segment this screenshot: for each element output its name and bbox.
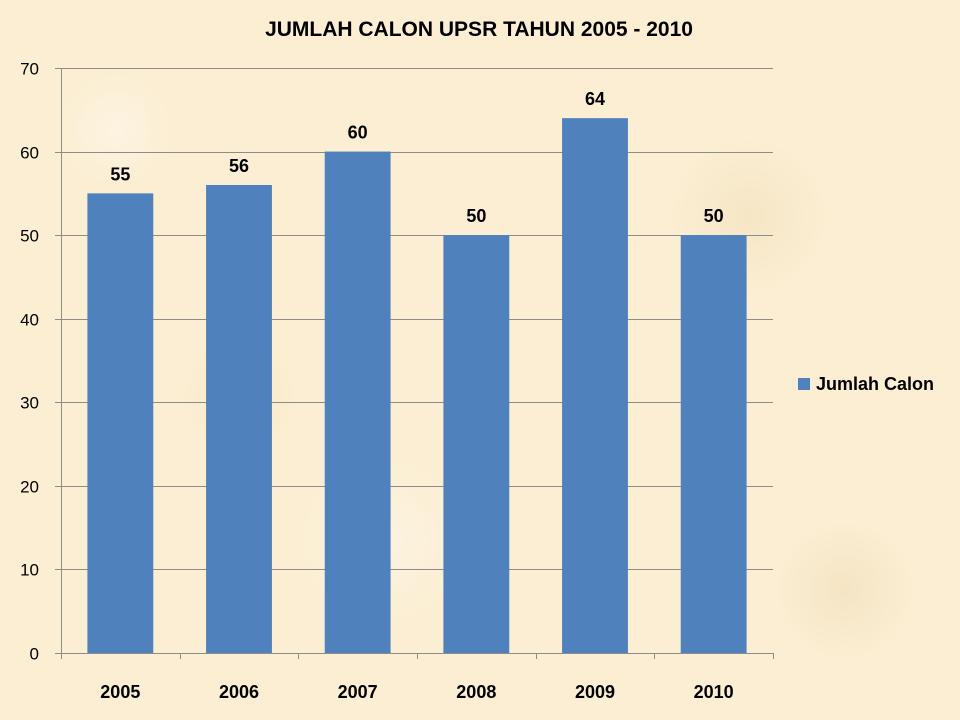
bar	[443, 235, 510, 653]
y-tick-label: 60	[20, 144, 39, 163]
y-tick-label: 40	[20, 311, 39, 330]
legend-label: Jumlah Calon	[816, 374, 934, 394]
x-tick-label: 2006	[219, 682, 259, 702]
x-tick-label: 2007	[338, 682, 378, 702]
bar	[324, 151, 391, 654]
bar	[562, 118, 628, 653]
y-tick-label: 0	[30, 645, 39, 664]
bar	[87, 193, 154, 653]
legend: Jumlah Calon	[798, 374, 934, 394]
data-label: 60	[348, 123, 368, 143]
chart-title: JUMLAH CALON UPSR TAHUN 2005 - 2010	[265, 18, 693, 41]
legend-swatch	[798, 378, 810, 390]
x-tick-label: 2009	[575, 682, 615, 702]
data-label: 50	[704, 206, 724, 226]
data-label: 55	[110, 164, 130, 184]
y-tick-label: 30	[20, 394, 39, 413]
y-tick-label: 70	[20, 60, 39, 79]
y-tick-label: 20	[20, 478, 39, 497]
x-tick-label: 2005	[100, 682, 140, 702]
bar	[680, 235, 747, 653]
axes: 0 10 20 30 40 50 60 70 2005 2006 2007 2008 2009 2010	[20, 60, 774, 702]
data-label: 64	[585, 89, 605, 109]
y-tick-label: 50	[20, 227, 39, 246]
gridlines	[61, 68, 773, 570]
data-label: 56	[229, 156, 249, 176]
data-labels: 55 56 60 50 64 50	[110, 89, 723, 226]
x-tick-label: 2010	[694, 682, 734, 702]
x-tick-label: 2008	[456, 682, 496, 702]
data-label: 50	[466, 206, 486, 226]
bars	[87, 118, 747, 654]
y-tick-label: 10	[20, 561, 39, 580]
bar	[206, 185, 272, 653]
